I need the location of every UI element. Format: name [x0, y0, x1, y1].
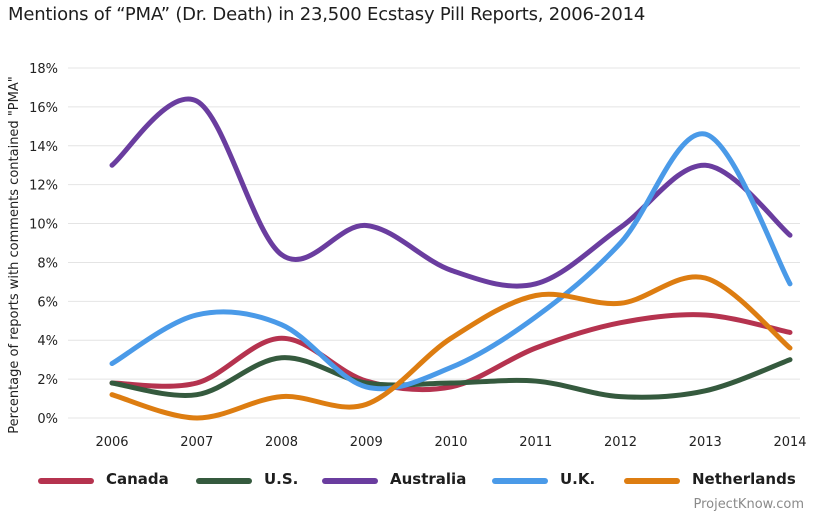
legend-label: Australia — [390, 470, 467, 488]
y-tick-label: 18% — [29, 62, 58, 77]
x-tick-label: 2012 — [604, 435, 637, 450]
legend-swatch — [196, 478, 252, 484]
legend: Canada U.S. Australia U.K. Netherlands — [0, 468, 814, 492]
y-tick-label: 0% — [37, 412, 58, 427]
x-tick-label: 2014 — [773, 435, 806, 450]
x-tick-label: 2006 — [95, 435, 128, 450]
legend-label: U.K. — [560, 470, 596, 488]
y-tick-label: 4% — [37, 334, 58, 349]
legend-swatch — [492, 478, 548, 484]
y-tick-label: 14% — [29, 140, 58, 155]
x-tick-label: 2008 — [265, 435, 298, 450]
series-line-australia — [109, 96, 793, 289]
legend-label: Canada — [106, 470, 169, 488]
x-tick-label: 2009 — [350, 435, 383, 450]
series-line-canada — [109, 312, 793, 393]
y-tick-label: 10% — [29, 218, 58, 233]
y-axis-label: Percentage of reports with comments cont… — [7, 76, 22, 433]
x-tick-labels: 2006 2007 2008 2009 2010 2011 2012 2013 2014 — [95, 435, 806, 450]
grid-lines — [68, 67, 800, 419]
x-tick-label: 2011 — [519, 435, 552, 450]
legend-swatch — [38, 478, 94, 484]
credit-text: ProjectKnow.com — [693, 497, 804, 512]
y-tick-labels: 0% 2% 4% 6% 8% 10% 12% 14% 16% 18% — [29, 62, 58, 427]
legend-swatch — [624, 478, 680, 484]
legend-label: Netherlands — [692, 470, 796, 488]
series-line-netherlands — [109, 274, 793, 421]
series-line-u-s — [109, 355, 793, 400]
chart-title: Mentions of “PMA” (Dr. Death) in 23,500 … — [8, 4, 646, 25]
x-tick-label: 2007 — [180, 435, 213, 450]
y-tick-label: 6% — [37, 295, 58, 310]
series-lines — [109, 96, 793, 421]
legend-label: U.S. — [264, 470, 299, 488]
series-line-u-k — [109, 131, 793, 392]
y-tick-label: 8% — [37, 256, 58, 271]
x-tick-label: 2010 — [434, 435, 467, 450]
y-tick-label: 12% — [29, 179, 58, 194]
x-tick-label: 2013 — [689, 435, 722, 450]
legend-swatch — [322, 478, 378, 484]
y-tick-label: 16% — [29, 101, 58, 116]
y-tick-label: 2% — [37, 373, 58, 388]
